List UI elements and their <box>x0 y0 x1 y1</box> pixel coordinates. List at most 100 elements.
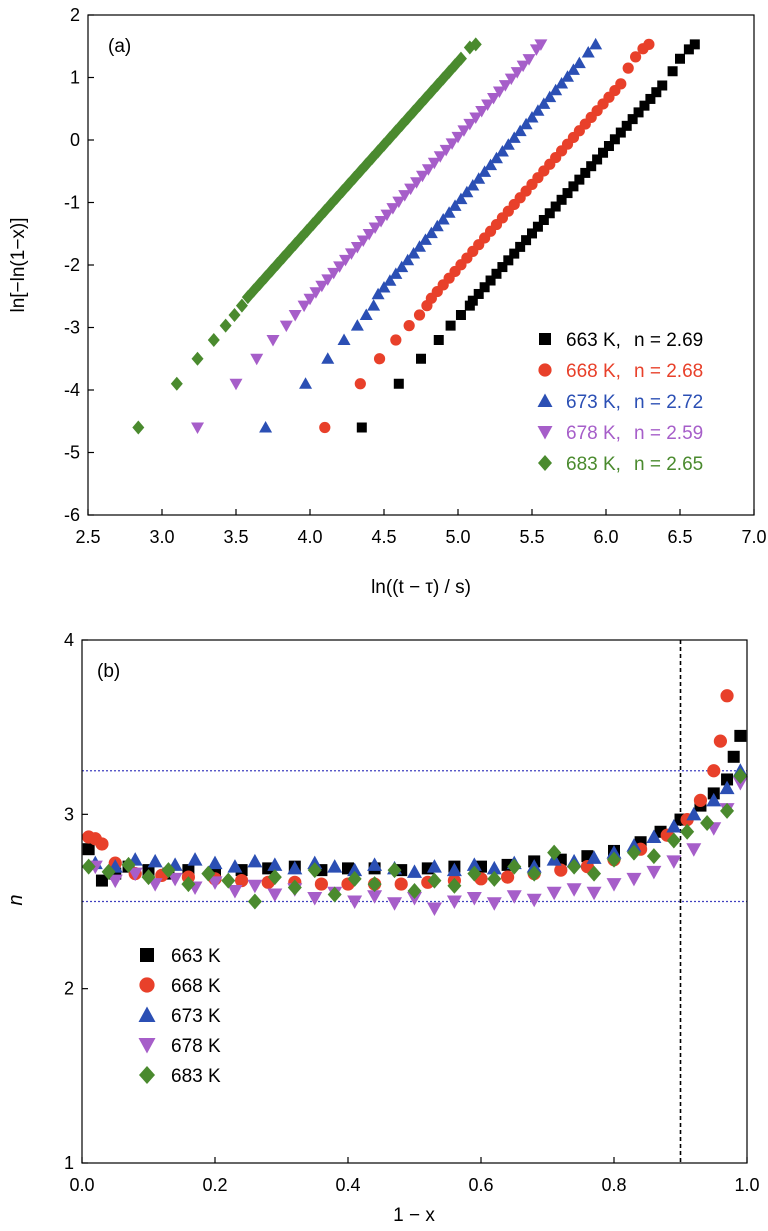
panel-a-point-668k <box>630 51 642 63</box>
panel-a-point-678k <box>457 125 471 137</box>
panel-b-point-683k <box>347 870 362 887</box>
panel-a-legend-marker <box>538 363 552 377</box>
panel-b-point-683k <box>81 858 96 875</box>
panel-b-point-678k <box>546 886 562 901</box>
panel-a-legend-label: 673 K, <box>566 392 621 413</box>
panel-a-point-683k <box>235 298 248 313</box>
panel-a-point-673k <box>299 377 313 389</box>
panel-b-point-683k <box>221 872 236 889</box>
panel-a-point-678k <box>433 151 447 163</box>
panel-a-point-683k <box>132 420 145 435</box>
panel-a-point-683k <box>219 318 232 333</box>
panel-b-point-668k <box>707 764 721 778</box>
panel-a-ylabel: ln[−ln(1−x)] <box>8 217 29 312</box>
panel-a-point-663k <box>621 120 632 131</box>
panel-b-point-673k <box>187 852 203 866</box>
panel-b-point-683k <box>367 876 382 893</box>
panel-a-point-678k <box>356 235 370 247</box>
panel-a-point-678k <box>380 209 394 222</box>
panel-a-point-678k <box>481 99 495 111</box>
panel-b-legend-label: 668 K <box>171 976 221 997</box>
panel-b-point-683k <box>181 876 196 893</box>
panel-a-point-678k <box>392 196 406 209</box>
panel-b-point-683k <box>607 851 621 868</box>
panel-b-point-683k <box>467 865 482 882</box>
panel-a-point-663k <box>556 194 567 205</box>
panel-b-point-673k <box>207 855 223 870</box>
panel-a-point-678k <box>374 216 388 228</box>
panel-a-point-663k <box>645 93 656 104</box>
panel-a-point-678k <box>321 274 335 286</box>
panel-a-point-668k <box>615 78 627 90</box>
panel-a-point-663k <box>544 208 555 219</box>
panel-a-y-tick-label: 1 <box>70 68 80 88</box>
panel-a-legend-label: 683 K, <box>566 454 621 475</box>
panel-b-ticks: 0.0 0.2 0.4 0.6 0.8 1.0 1 2 3 4 <box>64 630 760 1195</box>
panel-b-point-678k <box>606 878 622 892</box>
panel-a-point-673k <box>478 165 492 177</box>
panel-b-y-tick-label: 2 <box>64 979 74 999</box>
panel-b-x-tick-label: 0.6 <box>468 1175 493 1195</box>
panel-b-point-673k <box>586 850 602 864</box>
panel-b-point-678k <box>307 892 323 906</box>
panel-b-point-678k <box>526 893 542 908</box>
panel-a-point-678k <box>362 229 376 241</box>
panel-a-point-683k <box>207 333 220 347</box>
panel-b-point-668k <box>501 870 515 884</box>
panel-b-point-678k <box>107 874 123 889</box>
panel-a-point-683k <box>191 351 204 366</box>
panel-a-point-678k <box>303 293 317 306</box>
panel-a: 2.5 3.0 3.5 4.0 4.5 5.0 5.5 6.0 6.5 7.0 -6 -5 -4 -3 -2… <box>8 5 767 598</box>
panel-a-point-673k <box>519 117 533 130</box>
panel-b-point-683k <box>567 858 582 875</box>
panel-a-plot-area <box>132 37 700 435</box>
panel-a-point-673k <box>367 299 381 311</box>
panel-a-point-663k <box>416 353 426 364</box>
panel-a-point-663k <box>639 100 650 111</box>
panel-a-point-678k <box>445 138 459 150</box>
panel-a-point-678k <box>297 300 311 313</box>
panel-a-point-673k <box>424 226 438 239</box>
panel-b-point-668k <box>235 873 249 888</box>
panel-a-point-673k <box>383 274 397 286</box>
panel-b-point-683k <box>487 870 502 887</box>
panel-b-point-683k <box>700 815 715 832</box>
panel-a-point-663k <box>515 241 526 252</box>
panel-b-point-683k <box>666 832 681 849</box>
panel-a-point-673k <box>549 83 563 96</box>
panel-a-point-678k <box>516 60 530 73</box>
panel-a-point-673k <box>321 352 335 364</box>
panel-b-point-668k <box>394 877 408 891</box>
panel-b-legend-marker <box>140 948 154 962</box>
panel-b-point-673k <box>407 864 422 878</box>
panel-a-point-663k <box>455 310 466 320</box>
panel-b-point-683k <box>201 865 216 882</box>
panel-b-point-683k <box>547 844 562 861</box>
panel-b-point-683k <box>247 893 262 910</box>
panel-a-legend-n-value: n = 2.68 <box>634 361 703 382</box>
panel-a-point-673k <box>561 70 575 82</box>
panel-a-point-663k <box>598 147 609 158</box>
panel-a-y-tick-label: -2 <box>64 255 80 275</box>
panel-b-point-673k <box>719 780 735 795</box>
panel-a-point-683k <box>170 376 183 391</box>
panel-a-point-663k <box>433 335 444 345</box>
panel-a-point-673k <box>442 206 456 218</box>
panel-a-x-tick-label: 4.0 <box>297 527 322 547</box>
panel-b-point-673k <box>426 859 442 873</box>
panel-a-point-673k <box>371 287 385 300</box>
panel-a-point-678k <box>421 164 435 176</box>
panel-b-point-673k <box>466 857 482 871</box>
panel-b-legend: 663 K 668 K 673 K 678 K 683 K <box>138 946 221 1087</box>
panel-b-point-663k <box>501 858 514 871</box>
panel-a-point-678k <box>279 320 293 333</box>
panel-b-point-678k <box>586 886 602 901</box>
panel-b-point-683k <box>427 872 442 889</box>
panel-a-point-668k <box>390 334 402 346</box>
panel-b-legend-marker <box>139 1066 155 1084</box>
panel-a-point-678k <box>404 183 418 196</box>
panel-b-legend-marker <box>139 977 155 993</box>
panel-b-point-678k <box>446 895 462 909</box>
panel-b-point-678k <box>466 892 482 906</box>
